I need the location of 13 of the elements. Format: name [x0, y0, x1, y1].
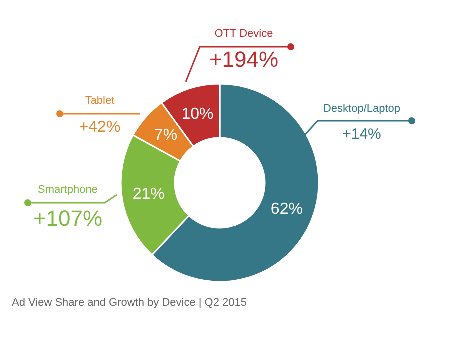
data-label: 62%: [270, 201, 303, 218]
slice-label: Desktop/Laptop: [323, 103, 401, 115]
slice-label: OTT Device: [214, 28, 274, 40]
data-label: 10%: [182, 106, 214, 124]
text: +42%: [79, 119, 121, 136]
text: +107%: [33, 206, 103, 231]
text: +194%: [209, 47, 279, 72]
text: Ad View Share and Growth by Device | Q2 2015: [12, 297, 248, 309]
text: +14%: [342, 126, 382, 143]
slice-label: Tablet: [85, 95, 115, 107]
slice-label: Smartphone: [38, 184, 98, 196]
data-label: 21%: [132, 186, 165, 203]
data-label: 7%: [154, 126, 178, 144]
